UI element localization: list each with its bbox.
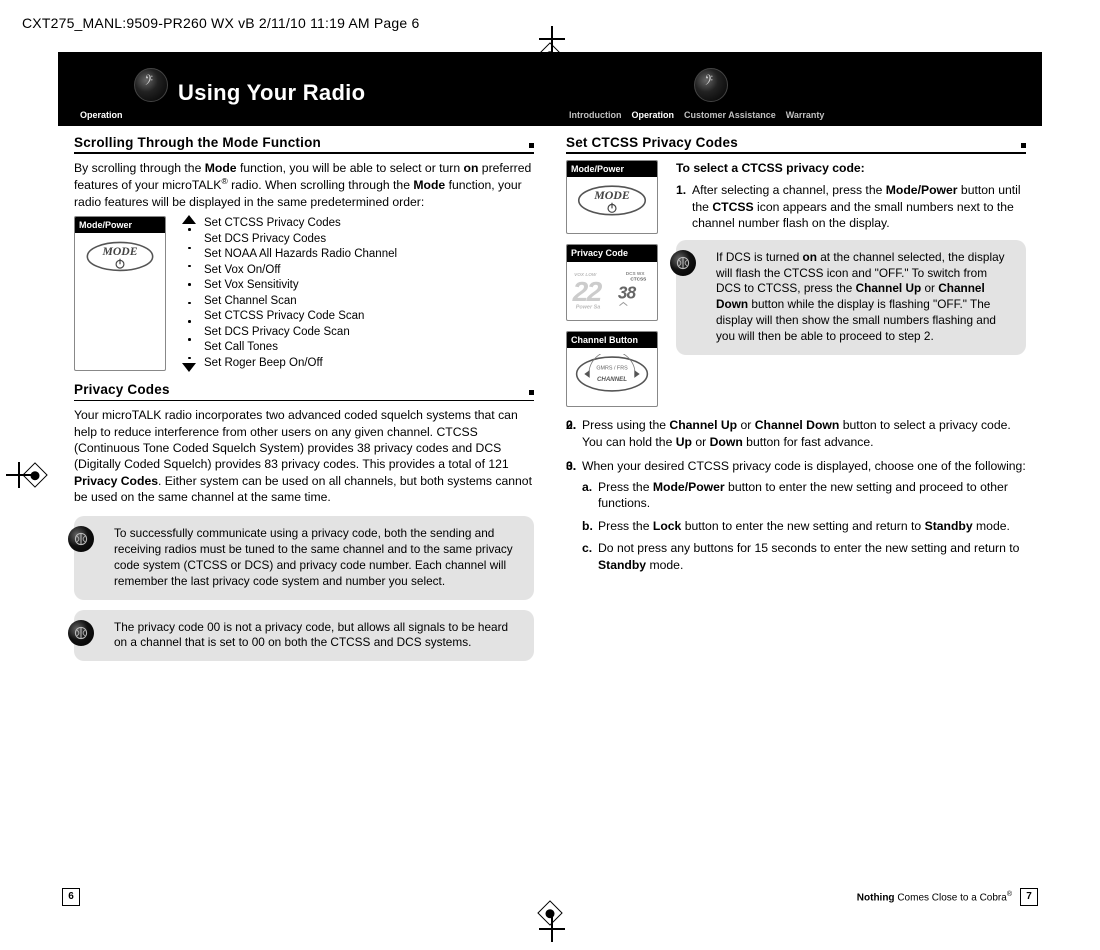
mode-list-item: Set Vox On/Off: [204, 263, 397, 279]
page-number-left: 6: [62, 886, 80, 906]
cobra-logo-icon: [694, 68, 728, 102]
svg-text:CHANNEL: CHANNEL: [597, 376, 627, 383]
mode-list-item: Set DCS Privacy Codes: [204, 232, 397, 248]
right-page: Introduction Operation Customer Assistan…: [550, 52, 1042, 910]
note-icon: [68, 620, 94, 646]
manual-spread: Operation Using Your Radio Scrolling Thr…: [58, 52, 1042, 910]
svg-text:MODE: MODE: [102, 245, 138, 258]
tab-customer-assistance: Customer Assistance: [681, 108, 779, 122]
channel-button-icon: GMRS / FRS CHANNEL: [573, 354, 651, 394]
svg-text:Power Sa: Power Sa: [576, 304, 601, 310]
mode-scroll-list: Set CTCSS Privacy CodesSet DCS Privacy C…: [176, 216, 397, 371]
mode-list-item: Set CTCSS Privacy Code Scan: [204, 309, 397, 325]
step-3b: b.Press the Lock button to enter the new…: [582, 518, 1026, 534]
card-label: Channel Button: [567, 332, 657, 348]
left-page: Operation Using Your Radio Scrolling Thr…: [58, 52, 550, 910]
arrow-up-icon: [182, 215, 196, 224]
svg-text:DCS WX: DCS WX: [626, 271, 646, 276]
mode-list-item: Set NOAA All Hazards Radio Channel: [204, 247, 397, 263]
job-slug-line: CXT275_MANL:9509-PR260 WX vB 2/11/10 11:…: [22, 14, 419, 33]
mode-list-item: Set Vox Sensitivity: [204, 278, 397, 294]
card-label: Privacy Code: [567, 245, 657, 261]
page-number-right: 7: [1020, 888, 1038, 906]
lead-line: To select a CTCSS privacy code:: [676, 160, 1026, 176]
lcd-display-icon: VOX LOW DCS WX CTCSS 22 38 Power Sa: [571, 268, 657, 312]
privacy-code-display-card: Privacy Code VOX LOW DCS WX CTCSS 22 38 …: [566, 244, 658, 320]
heading-rule: [566, 152, 1026, 154]
tab-operation: Operation: [629, 108, 678, 122]
svg-text:22: 22: [572, 275, 603, 306]
note-icon: [670, 250, 696, 276]
privacy-codes-paragraph: Your microTALK radio incorporates two ad…: [74, 407, 534, 506]
step-3c: c.Do not press any buttons for 15 second…: [582, 540, 1026, 573]
note-text: To successfully communicate using a priv…: [114, 526, 522, 590]
heading-privacy-codes: Privacy Codes: [74, 381, 170, 399]
mode-button-icon: MODE: [85, 239, 155, 277]
heading-bullet-icon: [1021, 143, 1026, 148]
svg-text:38: 38: [618, 282, 637, 302]
note-icon: [68, 526, 94, 552]
heading-rule: [74, 400, 534, 402]
heading-bullet-icon: [529, 143, 534, 148]
heading-bullet-icon: [529, 390, 534, 395]
note-code-00: The privacy code 00 is not a privacy cod…: [74, 610, 534, 662]
mode-power-card: Mode/Power MODE: [566, 160, 658, 235]
heading-set-ctcss: Set CTCSS Privacy Codes: [566, 134, 738, 152]
channel-button-card: Channel Button GMRS / FRS CHANNEL: [566, 331, 658, 408]
note-communicate: To successfully communicate using a priv…: [74, 516, 534, 600]
using-your-radio-title: Using Your Radio: [178, 78, 365, 108]
cobra-tagline: Nothing Comes Close to a Cobra®: [857, 890, 1012, 905]
mode-button-icon: MODE: [575, 183, 649, 221]
step-2: 2. Press using the Channel Up or Channel…: [566, 417, 1026, 450]
note-dcs-on: If DCS is turned on at the channel selec…: [676, 240, 1026, 356]
step-1: After selecting a channel, press the Mod…: [676, 182, 1026, 231]
step-3a: a.Press the Mode/Power button to enter t…: [582, 479, 1026, 512]
heading-scrolling-mode: Scrolling Through the Mode Function: [74, 134, 321, 152]
mode-power-card: Mode/Power MODE: [74, 216, 166, 371]
page-footer-right: Nothing Comes Close to a Cobra® 7: [857, 888, 1038, 906]
tab-introduction: Introduction: [566, 108, 625, 122]
heading-rule: [74, 152, 534, 154]
registration-mark-left: [10, 466, 44, 484]
note-text: The privacy code 00 is not a privacy cod…: [114, 620, 522, 652]
mode-list-item: Set Channel Scan: [204, 294, 397, 310]
step-3: 3. When your desired CTCSS privacy code …: [566, 458, 1026, 573]
mode-list-item: Set CTCSS Privacy Codes: [204, 216, 397, 232]
tab-warranty: Warranty: [783, 108, 828, 122]
card-label: Mode/Power: [567, 161, 657, 177]
svg-text:MODE: MODE: [593, 188, 630, 202]
svg-text:CTCSS: CTCSS: [630, 276, 646, 281]
left-ribbon-label: Operation: [76, 108, 127, 122]
section-nav-tabs: Introduction Operation Customer Assistan…: [566, 108, 1026, 122]
mode-list-item: Set DCS Privacy Code Scan: [204, 325, 397, 341]
arrow-down-icon: [182, 363, 196, 372]
cobra-logo-icon: [134, 68, 168, 102]
svg-text:GMRS / FRS: GMRS / FRS: [596, 365, 628, 371]
note-text: If DCS is turned on at the channel selec…: [716, 250, 1014, 346]
mode-list-item: Set Roger Beep On/Off: [204, 356, 397, 372]
mode-list-item: Set Call Tones: [204, 340, 397, 356]
scrolling-intro-paragraph: By scrolling through the Mode function, …: [74, 160, 534, 210]
card-label: Mode/Power: [75, 217, 165, 233]
